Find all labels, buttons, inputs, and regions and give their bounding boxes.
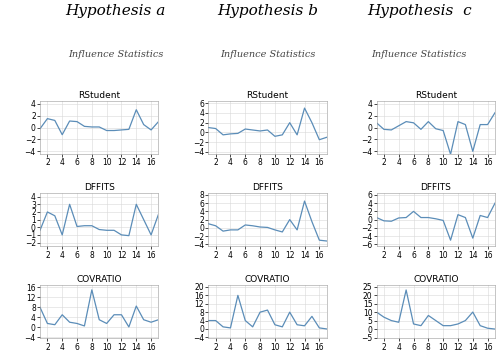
Title: RStudent: RStudent [414,91,457,100]
Title: RStudent: RStudent [78,91,120,100]
Title: COVRATIO: COVRATIO [413,275,459,284]
Text: Hypothesis a: Hypothesis a [66,4,166,18]
Text: Influence Statistics: Influence Statistics [220,50,315,59]
Title: DFFITS: DFFITS [420,183,451,192]
Text: Hypothesis  c: Hypothesis c [367,4,472,18]
Title: DFFITS: DFFITS [252,183,283,192]
Title: COVRATIO: COVRATIO [76,275,122,284]
Text: Hypothesis b: Hypothesis b [217,4,318,18]
Title: RStudent: RStudent [246,91,288,100]
Text: Influence Statistics: Influence Statistics [68,50,164,59]
Text: Influence Statistics: Influence Statistics [372,50,467,59]
Title: DFFITS: DFFITS [84,183,114,192]
Title: COVRATIO: COVRATIO [245,275,290,284]
